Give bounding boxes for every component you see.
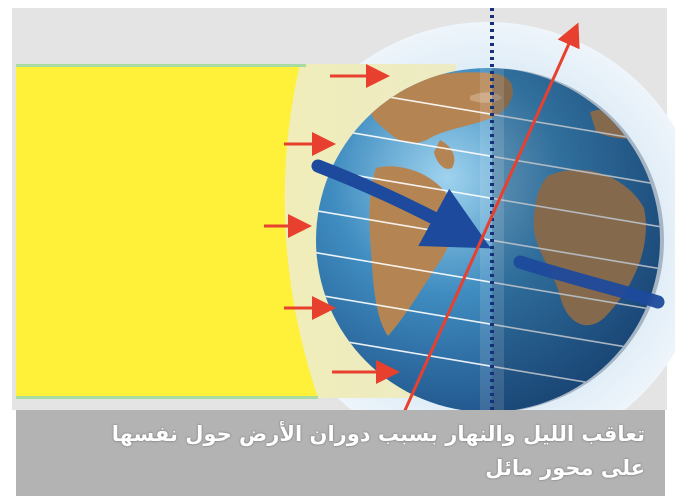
earth-axis [379, 22, 580, 448]
caption-line-2: على محور مائل [485, 456, 645, 480]
sunlight-top-edge [16, 64, 306, 67]
sun-rays [264, 64, 400, 384]
sunlight-area [16, 64, 318, 398]
caption-line-1: تعاقب الليل والنهار بسبب دوران الأرض حول… [111, 422, 645, 446]
caption-box: تعاقب الليل والنهار بسبب دوران الأرض حول… [16, 410, 665, 496]
sunlight-bottom-edge [16, 396, 318, 399]
